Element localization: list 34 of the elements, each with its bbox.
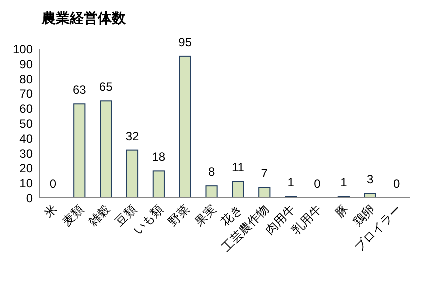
data-label: 18 (152, 150, 166, 164)
data-label: 1 (288, 176, 295, 190)
y-tick-label: 70 (20, 87, 34, 102)
x-tick-label: 雑穀 (86, 202, 114, 230)
x-tick-label: 野菜 (166, 202, 192, 230)
x-tick-label: 豆類 (112, 202, 140, 230)
data-label: 0 (393, 177, 400, 191)
data-label: 65 (99, 80, 114, 94)
data-label: 63 (72, 83, 87, 98)
data-label: 1 (340, 176, 348, 190)
x-tick-label: 豚 (332, 202, 352, 221)
data-label: 32 (126, 129, 140, 144)
data-label: 0 (50, 177, 57, 191)
y-tick-label: 100 (12, 42, 34, 56)
y-tick-label: 50 (20, 117, 34, 131)
x-tick-label: 米 (42, 202, 60, 221)
y-tick-label: 0 (26, 192, 34, 206)
data-label: 11 (232, 160, 245, 175)
data-label: 95 (178, 35, 192, 50)
x-tick-label: 麦類 (60, 202, 87, 230)
chart-title: 農業経営体数 (41, 10, 127, 26)
data-label: 0 (314, 177, 322, 191)
data-label: 7 (261, 166, 268, 181)
y-tick-label: 40 (20, 132, 34, 146)
y-tick-label: 80 (20, 72, 34, 86)
y-tick-label: 60 (20, 102, 34, 116)
y-tick-label: 30 (20, 146, 34, 161)
x-tick-label: 果実 (192, 202, 219, 230)
data-label: 3 (367, 172, 374, 187)
data-label: 8 (208, 165, 216, 180)
x-tick-label: 鶏卵 (350, 202, 378, 230)
y-tick-label: 90 (20, 57, 34, 72)
y-tick-label: 10 (20, 176, 34, 191)
y-tick-label: 20 (20, 162, 34, 176)
